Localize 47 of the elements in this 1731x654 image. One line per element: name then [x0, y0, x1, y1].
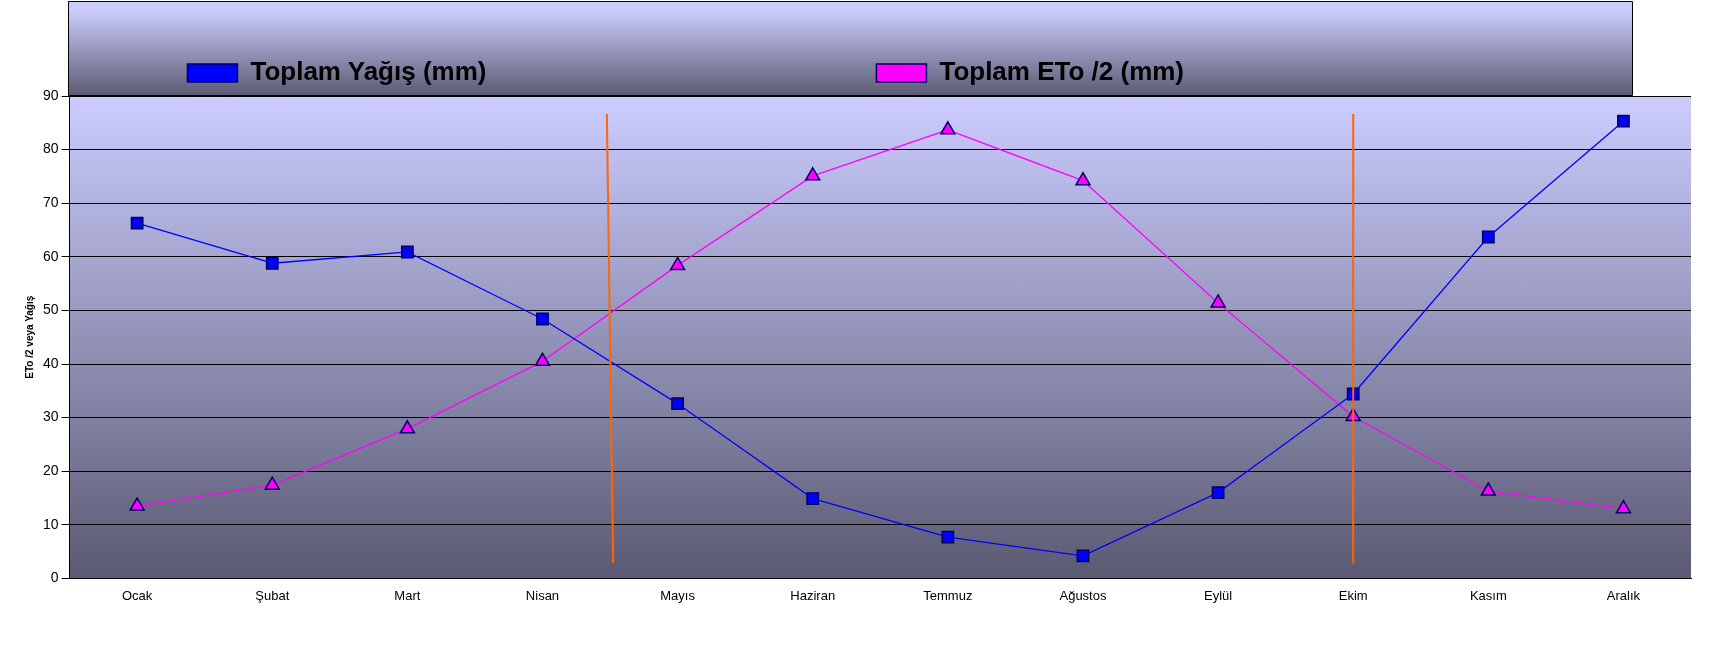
- x-tick-label: Ocak: [121, 587, 153, 603]
- y-tick-label: 70: [42, 194, 59, 211]
- x-tick-label: Mart: [394, 587, 421, 603]
- point: [1210, 294, 1226, 308]
- point: [671, 397, 685, 411]
- point: [1211, 486, 1225, 500]
- point: [129, 497, 145, 511]
- x-tick-label: Nisan: [525, 587, 560, 603]
- x-tick-label: Mayıs: [660, 587, 696, 603]
- point: [264, 476, 280, 490]
- y-tick-label: 20: [42, 462, 59, 479]
- x-tick-label: Şubat: [255, 587, 290, 603]
- point: [1617, 114, 1630, 128]
- x-tick-label: Ekim: [1338, 587, 1368, 603]
- x-tick-label: Temmuz: [923, 587, 973, 603]
- y-tick-label: 60: [42, 247, 59, 264]
- point: [669, 256, 686, 271]
- point: [534, 352, 551, 367]
- y-tick-label: 30: [42, 408, 59, 425]
- x-tick-label: Ağustos: [1059, 587, 1107, 603]
- point: [536, 312, 549, 326]
- x-tick-label: Eylül: [1203, 587, 1233, 603]
- point: [940, 121, 956, 135]
- legend-label: Toplam Yağış (mm): [250, 56, 826, 87]
- legend-label: Toplam ETo /2 (mm): [939, 56, 1524, 87]
- point: [400, 245, 414, 259]
- point: [1481, 230, 1495, 244]
- y-tick-label: 40: [42, 354, 59, 371]
- x-tick-label: Haziran: [790, 587, 836, 603]
- point: [265, 256, 279, 270]
- x-tick-label: Aralık: [1606, 587, 1641, 603]
- y-tick-label: 10: [42, 515, 59, 532]
- y-axis-title: ETo /2 veya Yağış: [23, 295, 35, 379]
- x-tick-label: Kasım: [1469, 587, 1507, 603]
- point: [1075, 171, 1091, 186]
- y-tick-label: 90: [42, 86, 59, 103]
- point: [941, 530, 955, 544]
- point: [805, 167, 821, 181]
- point: [130, 216, 144, 230]
- point: [806, 492, 820, 505]
- y-tick-label: 80: [42, 140, 59, 157]
- point: [1076, 549, 1090, 563]
- point: [399, 420, 416, 434]
- y-tick-label: 50: [42, 301, 59, 318]
- point: [1480, 482, 1496, 496]
- y-tick-label: 0: [50, 569, 59, 586]
- point: [1615, 499, 1632, 514]
